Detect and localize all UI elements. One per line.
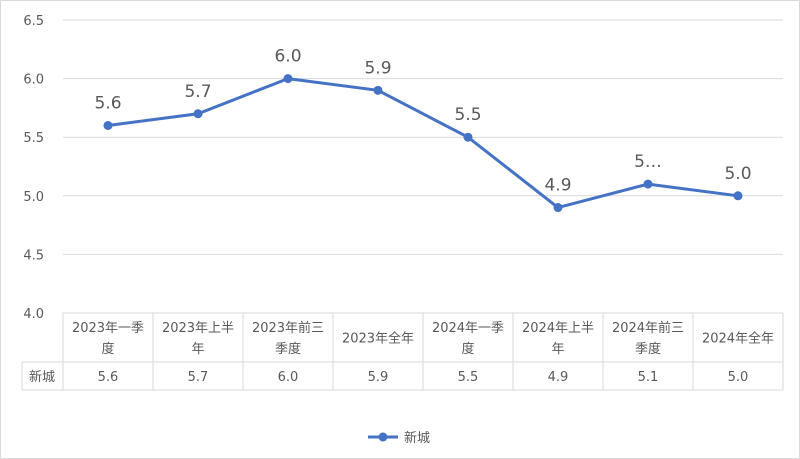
legend-label: 新城 [404, 430, 430, 446]
category-label-line: 2023年一季 [72, 321, 144, 336]
category-label: 2024年一季度 [432, 321, 504, 357]
y-tick-label: 5.5 [23, 131, 44, 146]
data-label: 5.9 [364, 58, 391, 78]
legend-marker [378, 432, 388, 442]
y-tick-label: 4.5 [23, 248, 44, 263]
category-label-line: 2024年全年 [702, 331, 774, 347]
category-label-line: 季度 [275, 341, 301, 357]
category-label: 2023年一季度 [72, 321, 144, 357]
data-point [283, 74, 293, 84]
category-label-line: 年 [551, 342, 564, 357]
series-line [107, 77, 739, 210]
data-label: 5.0 [724, 164, 751, 184]
data-label: 5.7 [184, 82, 211, 102]
data-point [373, 85, 383, 95]
data-point [553, 203, 563, 213]
table-cell-value: 4.9 [548, 370, 569, 385]
y-axis-tick-labels: 4.0 4.5 5.0 5.5 6.0 6.5 [23, 14, 44, 322]
data-label: 5.5 [454, 105, 481, 125]
category-label-line: 度 [101, 341, 114, 357]
data-point [103, 120, 113, 130]
data-point [643, 179, 653, 189]
category-label-line: 2023年全年 [342, 331, 414, 347]
y-tick-label: 6.5 [23, 14, 44, 29]
table-cell-value: 5.7 [188, 370, 209, 385]
y-tick-label: 5.0 [23, 190, 44, 205]
table-cell-value: 5.9 [368, 370, 389, 385]
data-label: 6.0 [274, 47, 301, 67]
category-label: 2024年上半年 [522, 321, 594, 357]
data-table: 2023年一季度2023年上半年2023年前三季度2023年全年2024年一季度… [21, 313, 784, 391]
data-point [733, 191, 743, 201]
series-new-city: 5.6 5.7 6.0 5.9 5.5 4.9 5… 5.0 [94, 47, 752, 213]
table-cell-value: 5.6 [98, 370, 119, 385]
category-label: 2023年上半年 [162, 321, 234, 357]
category-label-line: 季度 [635, 341, 661, 357]
category-label: 2023年全年 [342, 331, 414, 347]
category-label-line: 2024年一季 [432, 321, 504, 336]
category-label-line: 2023年上半 [162, 321, 234, 336]
table-cell-value: 5.0 [728, 370, 749, 385]
category-label: 2024年全年 [702, 331, 774, 347]
category-label: 2023年前三季度 [252, 320, 324, 357]
category-label: 2024年前三季度 [612, 320, 684, 357]
table-cell-value: 5.1 [638, 370, 659, 385]
data-point [193, 109, 203, 119]
legend: 新城 [368, 430, 430, 446]
data-label: 4.9 [544, 176, 571, 196]
category-label-line: 2024年前三 [612, 320, 684, 336]
table-row-header: 新城 [29, 369, 55, 385]
data-label: 5.6 [94, 93, 121, 113]
category-label-line: 年 [191, 342, 204, 357]
data-label: 5… [634, 152, 662, 172]
y-tick-label: 6.0 [23, 73, 44, 88]
category-label-line: 2024年上半 [522, 321, 594, 336]
table-cell-value: 6.0 [278, 370, 299, 385]
data-point [463, 132, 473, 142]
gridlines [63, 19, 783, 314]
category-label-line: 2023年前三 [252, 320, 324, 336]
y-tick-label: 4.0 [23, 307, 44, 322]
category-label-line: 度 [461, 341, 474, 357]
table-cell-value: 5.5 [458, 370, 479, 385]
